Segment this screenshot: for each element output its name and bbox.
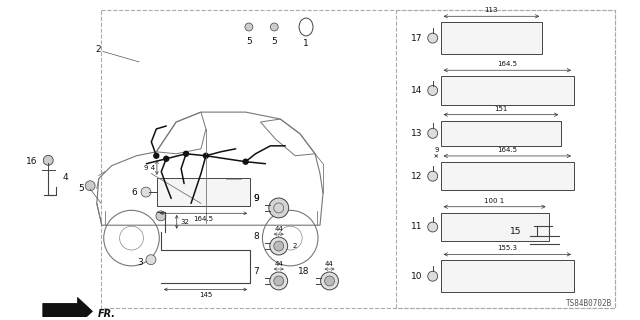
Text: 100 1: 100 1 [484, 198, 505, 204]
Circle shape [428, 171, 438, 181]
Text: 17: 17 [412, 34, 423, 43]
Bar [440, 260, 574, 292]
Text: 8: 8 [253, 232, 259, 241]
Text: 113: 113 [484, 7, 498, 13]
Text: 44: 44 [325, 261, 334, 267]
Circle shape [270, 23, 278, 31]
Text: TS84B0702B: TS84B0702B [566, 299, 612, 308]
Circle shape [141, 187, 151, 197]
Text: 2: 2 [292, 243, 297, 249]
Text: 44: 44 [275, 261, 283, 267]
Circle shape [274, 203, 284, 213]
Text: 164.5: 164.5 [497, 61, 517, 67]
Text: 1: 1 [303, 39, 309, 48]
Text: 151: 151 [494, 106, 508, 112]
Text: 2: 2 [95, 45, 101, 54]
Circle shape [44, 155, 53, 165]
Text: 32: 32 [180, 219, 189, 225]
Circle shape [428, 85, 438, 95]
Circle shape [270, 237, 287, 255]
Circle shape [85, 181, 95, 191]
Text: 6: 6 [131, 188, 137, 196]
Text: 18: 18 [298, 267, 310, 276]
Bar [440, 121, 561, 146]
Circle shape [164, 156, 169, 161]
Text: 164.5: 164.5 [193, 216, 214, 222]
Circle shape [321, 272, 339, 290]
Circle shape [146, 255, 156, 265]
Circle shape [156, 211, 166, 221]
Bar [440, 213, 548, 241]
Text: 15: 15 [510, 227, 522, 236]
Text: 16: 16 [26, 157, 38, 166]
Polygon shape [43, 297, 92, 320]
Bar [440, 76, 574, 105]
Circle shape [154, 153, 159, 158]
Bar [101, 10, 615, 308]
Bar [440, 22, 542, 54]
Bar [440, 162, 574, 190]
Circle shape [270, 199, 287, 217]
Circle shape [245, 23, 253, 31]
Text: FR.: FR. [97, 309, 115, 319]
Text: 145: 145 [199, 292, 212, 299]
Text: 5: 5 [271, 37, 277, 46]
Text: 3: 3 [137, 258, 143, 267]
Text: 4: 4 [63, 173, 68, 182]
Text: 5: 5 [78, 184, 84, 193]
Circle shape [243, 159, 248, 164]
Text: 44: 44 [275, 226, 283, 232]
Text: 14: 14 [412, 86, 423, 95]
Text: 10: 10 [412, 272, 423, 281]
Text: 164.5: 164.5 [497, 147, 517, 153]
Text: 155.3: 155.3 [497, 245, 517, 252]
Bar [396, 10, 615, 308]
Text: 9: 9 [434, 147, 438, 153]
Text: 9: 9 [253, 194, 259, 203]
Circle shape [204, 153, 209, 158]
Text: 13: 13 [412, 129, 423, 138]
Text: 5: 5 [246, 37, 252, 46]
Circle shape [428, 271, 438, 281]
Text: 9 4: 9 4 [144, 164, 155, 171]
Circle shape [428, 222, 438, 232]
Circle shape [428, 33, 438, 43]
Circle shape [269, 198, 289, 218]
Circle shape [270, 272, 287, 290]
Circle shape [184, 151, 189, 156]
Circle shape [324, 276, 335, 286]
Text: 7: 7 [253, 267, 259, 276]
Text: 9: 9 [253, 194, 259, 203]
Text: 11: 11 [412, 222, 423, 231]
Circle shape [428, 128, 438, 138]
Circle shape [274, 241, 284, 251]
Circle shape [274, 276, 284, 286]
Text: 12: 12 [412, 172, 423, 181]
Bar [157, 178, 250, 206]
